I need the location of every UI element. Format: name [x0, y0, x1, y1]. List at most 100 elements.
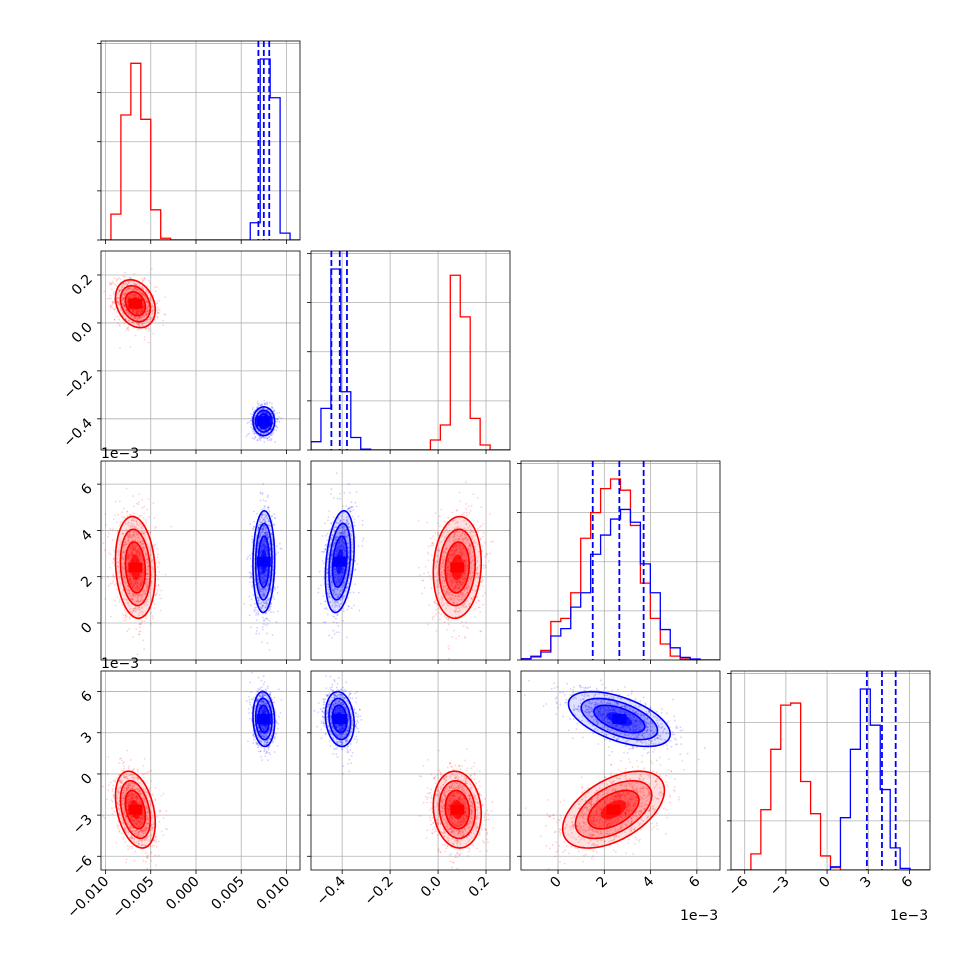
scatter-point	[152, 308, 155, 311]
scatter-point	[137, 310, 140, 312]
scatter-point	[127, 295, 130, 298]
scatter-point	[131, 586, 134, 588]
scatter-point	[156, 302, 159, 304]
scatter-point	[260, 607, 263, 610]
scatter-point	[120, 288, 123, 291]
scatter-point	[269, 589, 272, 592]
scatter-point	[140, 623, 143, 625]
scatter-point	[270, 515, 273, 518]
scatter-point	[146, 586, 149, 589]
scatter-point	[127, 312, 130, 315]
scatter-point	[133, 317, 136, 319]
scatter-point	[117, 303, 120, 305]
scatter-point	[140, 526, 143, 529]
scatter-point	[262, 436, 264, 439]
scatter-point	[276, 420, 279, 423]
scatter-point	[263, 544, 266, 546]
scatter-point	[134, 539, 136, 541]
scatter-point	[481, 576, 484, 579]
scatter-point	[135, 311, 138, 314]
scatter-point	[267, 583, 270, 586]
scatter-point	[136, 586, 139, 589]
scatter-point	[126, 571, 129, 573]
scatter-point	[111, 539, 114, 541]
scatter-point	[424, 565, 427, 568]
scatter-point	[140, 594, 143, 597]
scatter-point	[148, 297, 151, 299]
scatter-point	[139, 593, 142, 596]
scatter-point	[112, 580, 115, 582]
scatter-point	[120, 286, 123, 289]
scatter-point	[121, 604, 124, 606]
scatter-point	[122, 551, 125, 554]
scatter-point	[263, 619, 265, 622]
scatter-point	[131, 608, 134, 610]
scatter-point	[145, 586, 148, 589]
scatter-point	[110, 282, 113, 285]
scatter-point	[122, 567, 124, 570]
scatter-point	[254, 436, 257, 438]
scatter-point	[137, 317, 140, 320]
scatter-point	[141, 555, 143, 557]
scatter-point	[267, 520, 270, 522]
scatter-point	[437, 607, 440, 610]
scatter-point	[153, 607, 156, 610]
scatter-point	[134, 287, 136, 290]
scatter-point	[138, 557, 141, 560]
scatter-point	[142, 307, 144, 309]
scatter-point	[129, 536, 132, 539]
scatter-point	[146, 558, 149, 561]
scatter-point	[135, 312, 138, 315]
scatter-point	[141, 293, 144, 296]
scatter-point	[262, 604, 265, 607]
scatter-point	[126, 297, 129, 299]
scatter-point	[251, 427, 254, 430]
scatter-point	[143, 294, 146, 297]
panel-content	[101, 461, 300, 660]
scatter-point	[135, 287, 138, 290]
scatter-point	[263, 411, 265, 414]
scatter-point	[136, 608, 139, 611]
scatter-point	[256, 400, 259, 403]
scatter-point	[123, 543, 126, 546]
scatter-point	[141, 572, 144, 575]
scatter-point	[138, 285, 141, 288]
scatter-point	[263, 547, 266, 550]
scatter-point	[126, 311, 129, 313]
scatter-point	[127, 589, 130, 592]
scatter-point	[133, 594, 136, 597]
scatter-point	[140, 532, 143, 535]
scatter-point	[141, 556, 143, 559]
scatter-point	[126, 515, 129, 518]
scatter-point	[145, 558, 148, 561]
scatter-point	[136, 594, 139, 597]
scatter-point	[111, 528, 114, 531]
scatter-point	[141, 323, 144, 326]
scatter-point	[133, 539, 135, 542]
scatter-point	[263, 581, 266, 583]
scatter-point	[133, 311, 136, 314]
scatter-point	[260, 550, 263, 553]
scatter-point	[140, 311, 142, 313]
scatter-point	[134, 548, 137, 551]
scatter-point	[263, 574, 266, 577]
scatter-point	[272, 596, 275, 598]
scatter-point	[262, 543, 265, 546]
scatter-point	[258, 409, 261, 412]
scatter-point	[128, 578, 130, 581]
scatter-point	[156, 317, 159, 319]
scatter-point	[139, 582, 142, 585]
scatter-point	[431, 618, 434, 621]
scatter-point	[103, 549, 106, 552]
panel-2-1	[307, 460, 511, 664]
scatter-point	[156, 312, 159, 314]
density-peak	[256, 556, 271, 567]
scatter-point	[261, 493, 264, 496]
scatter-point	[262, 539, 264, 542]
scatter-point	[132, 519, 134, 522]
scatter-point	[140, 277, 143, 280]
scatter-point	[128, 556, 130, 559]
scatter-point	[117, 530, 119, 532]
scatter-point	[109, 283, 112, 286]
scatter-point	[261, 403, 264, 406]
